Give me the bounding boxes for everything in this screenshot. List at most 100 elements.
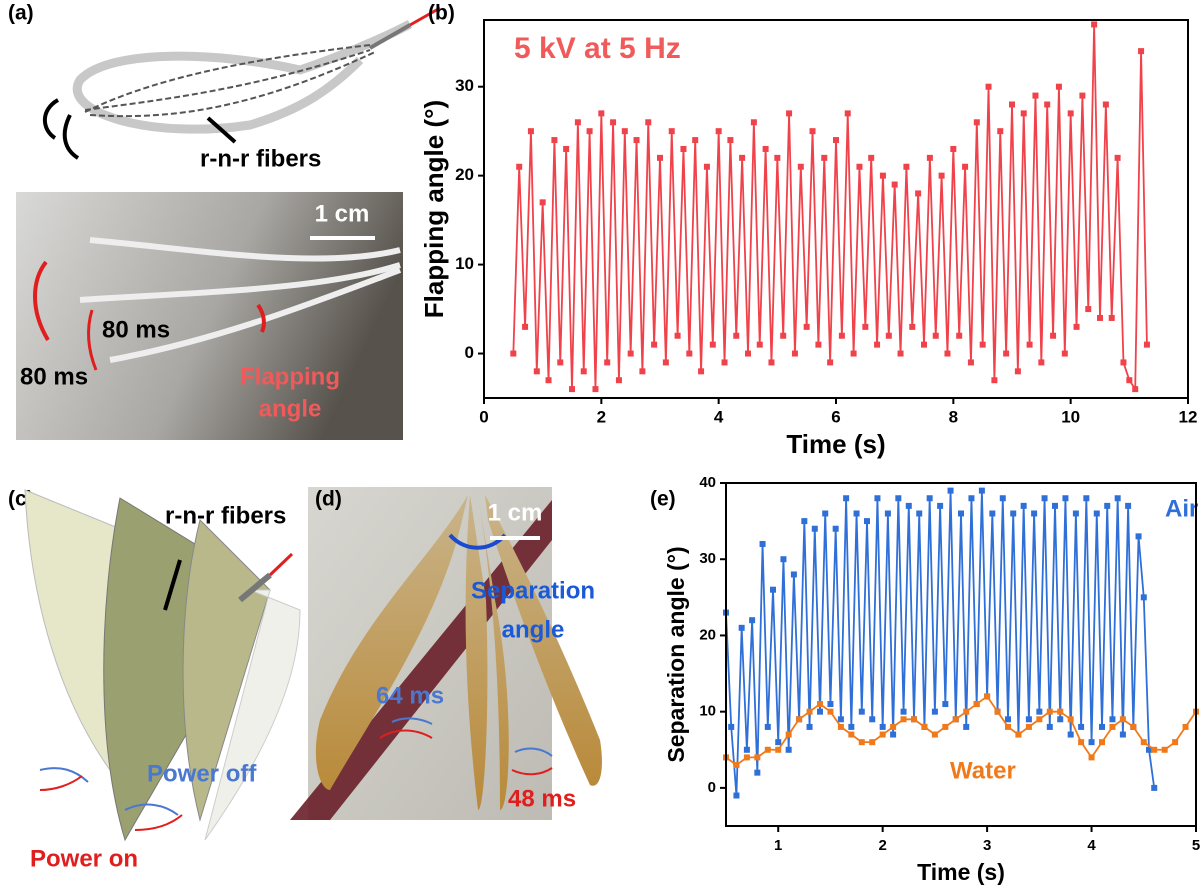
data-point bbox=[1015, 731, 1022, 738]
x-axis-title: Time (s) bbox=[786, 429, 885, 459]
panel-label: (e) bbox=[650, 488, 676, 511]
data-point bbox=[885, 332, 892, 339]
annotation: 5 kV at 5 Hz bbox=[514, 32, 681, 65]
power-off-label: Power off bbox=[147, 760, 257, 787]
data-point bbox=[698, 368, 705, 375]
data-point bbox=[991, 377, 998, 384]
data-point bbox=[811, 525, 818, 532]
data-point bbox=[1036, 708, 1043, 715]
data-point bbox=[739, 154, 746, 161]
angle-label: Flapping bbox=[240, 363, 340, 390]
fiber-label: r-n-r fibers bbox=[165, 502, 286, 529]
data-point bbox=[621, 128, 628, 135]
data-point bbox=[1138, 48, 1145, 55]
arrow bbox=[511, 767, 553, 776]
data-point bbox=[968, 495, 975, 502]
x-tick-label: 8 bbox=[949, 407, 958, 426]
data-point bbox=[563, 145, 570, 152]
data-point bbox=[868, 154, 875, 161]
data-point bbox=[856, 163, 863, 170]
data-point bbox=[1046, 708, 1053, 715]
data-point bbox=[1108, 314, 1115, 321]
data-point bbox=[942, 723, 949, 730]
data-point bbox=[905, 502, 912, 509]
data-point bbox=[1091, 21, 1098, 28]
data-point bbox=[909, 323, 916, 330]
data-point bbox=[1020, 502, 1027, 509]
data-point bbox=[1119, 731, 1126, 738]
data-point bbox=[551, 137, 558, 144]
data-point bbox=[598, 110, 605, 117]
data-point bbox=[897, 350, 904, 357]
data-point bbox=[1083, 495, 1090, 502]
data-point bbox=[764, 746, 771, 753]
scale-label: 1 cm bbox=[488, 499, 543, 526]
data-point bbox=[890, 723, 897, 730]
data-point bbox=[574, 119, 581, 126]
data-point bbox=[775, 739, 782, 746]
data-point bbox=[989, 510, 996, 517]
data-point bbox=[1036, 716, 1043, 723]
data-point bbox=[916, 510, 923, 517]
data-point bbox=[527, 128, 534, 135]
data-point bbox=[645, 119, 652, 126]
data-point bbox=[973, 119, 980, 126]
data-point bbox=[750, 119, 757, 126]
data-point bbox=[680, 145, 687, 152]
time-label: 80 ms bbox=[102, 316, 170, 343]
data-point bbox=[686, 350, 693, 357]
data-point bbox=[837, 716, 844, 723]
data-point bbox=[984, 693, 991, 700]
data-point bbox=[733, 792, 740, 799]
data-point bbox=[932, 332, 939, 339]
data-point bbox=[1067, 731, 1074, 738]
fiber-illustration bbox=[42, 6, 441, 160]
data-point bbox=[1126, 377, 1133, 384]
data-point bbox=[1146, 746, 1152, 753]
data-point bbox=[756, 341, 763, 348]
time-label: 48 ms bbox=[508, 785, 576, 812]
data-point bbox=[926, 495, 933, 502]
data-point bbox=[843, 495, 850, 502]
data-point bbox=[703, 163, 710, 170]
data-point bbox=[709, 341, 716, 348]
data-point bbox=[844, 110, 851, 117]
data-point bbox=[947, 487, 954, 494]
data-point bbox=[1005, 723, 1011, 730]
data-point bbox=[833, 137, 839, 144]
y-tick-label: 20 bbox=[455, 165, 474, 184]
data-point bbox=[1093, 510, 1100, 517]
data-point bbox=[1005, 716, 1011, 723]
data-point bbox=[569, 386, 575, 393]
data-point bbox=[1140, 594, 1147, 601]
data-point bbox=[1125, 502, 1132, 509]
y-tick-label: 20 bbox=[699, 626, 716, 643]
data-point bbox=[1026, 341, 1033, 348]
data-point bbox=[797, 163, 804, 170]
data-point bbox=[895, 495, 902, 502]
data-point bbox=[1038, 359, 1045, 366]
data-point bbox=[759, 540, 766, 547]
data-point bbox=[956, 332, 963, 339]
data-line bbox=[725, 695, 1197, 767]
data-point bbox=[1025, 723, 1032, 730]
data-point bbox=[1151, 784, 1158, 791]
data-point bbox=[801, 518, 808, 525]
x-tick-label: 1 bbox=[774, 837, 782, 854]
data-point bbox=[762, 145, 769, 152]
panel-label: (a) bbox=[8, 2, 34, 25]
data-point bbox=[869, 716, 876, 723]
data-point bbox=[915, 190, 922, 197]
plot-frame bbox=[725, 482, 1197, 827]
panel-label: (d) bbox=[315, 488, 342, 511]
data-point bbox=[853, 510, 860, 517]
data-point bbox=[994, 708, 1001, 715]
data-point bbox=[921, 723, 928, 730]
arrow bbox=[391, 717, 433, 725]
data-point bbox=[1104, 502, 1111, 509]
data-point bbox=[1025, 716, 1032, 723]
data-point bbox=[973, 701, 980, 708]
data-point bbox=[651, 341, 658, 348]
data-point bbox=[1052, 502, 1058, 509]
